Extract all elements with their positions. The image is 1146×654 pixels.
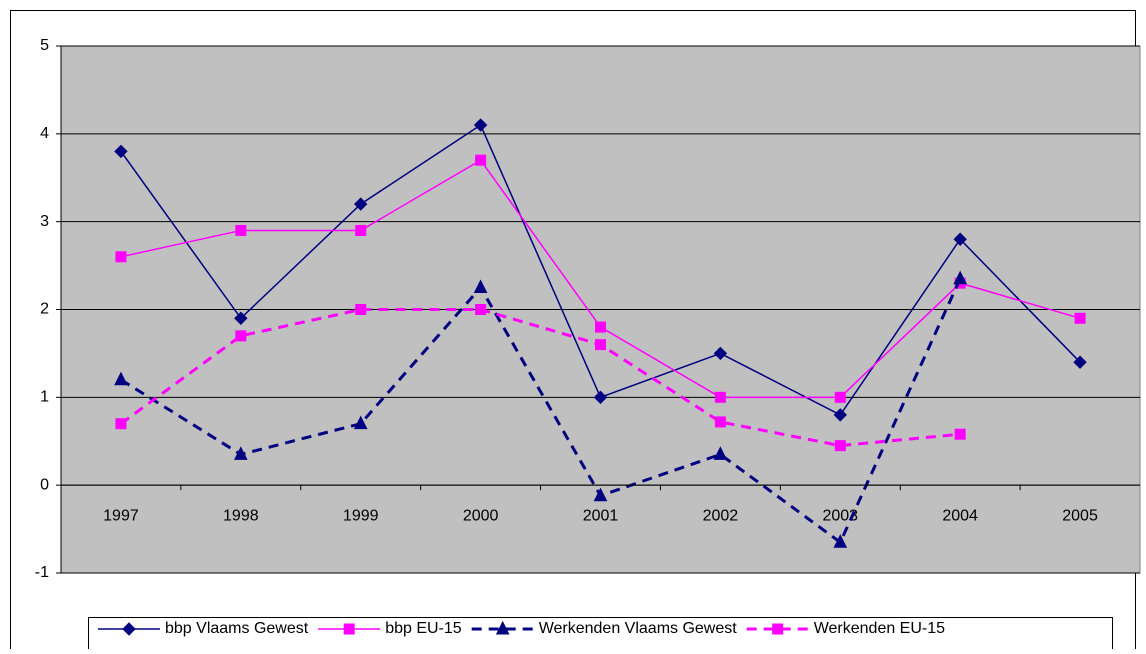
legend-marker [772,623,784,635]
x-tick-label: 2003 [822,507,858,524]
data-point [475,304,487,315]
data-point [355,224,367,236]
x-tick-label: 1997 [103,507,139,524]
data-point [475,154,487,166]
legend-label: Werkenden Vlaams Gewest [539,620,738,637]
data-point [714,416,726,428]
legend-marker [495,620,510,635]
data-point [354,197,368,211]
data-point [1073,355,1087,369]
data-point [593,487,608,502]
data-point [235,330,247,342]
data-point [595,321,606,333]
data-point [114,144,128,159]
x-tick-label: 2002 [703,507,739,524]
legend-label: Werkenden EU-15 [814,620,945,637]
data-point [593,390,608,405]
data-point [953,232,967,246]
x-tick-label: 2004 [942,507,978,524]
y-tick-label: 4 [40,125,49,142]
data-point [834,391,846,403]
data-point [834,440,846,452]
legend-marker [122,622,136,636]
data-point [234,311,248,325]
legend-label: bbp EU-15 [385,620,462,637]
x-tick-label: 2001 [583,507,619,524]
x-tick-label: 1999 [343,507,379,524]
data-point [235,224,247,236]
y-tick-label: 1 [40,389,49,406]
data-point [473,279,488,294]
data-point [954,428,966,440]
data-point [953,270,967,285]
data-point [714,391,726,403]
y-tick-label: 3 [40,213,49,230]
data-point [833,534,848,548]
series-line [120,278,962,545]
data-point [234,446,248,460]
y-tick-label: 5 [40,37,49,54]
data-point [833,408,847,422]
data-point [114,371,128,386]
data-point [353,415,368,430]
legend-box [88,617,1113,654]
x-tick-label: 2000 [463,507,499,524]
data-point [473,118,488,132]
legend-marker [343,623,355,635]
data-point [355,304,367,315]
x-tick-label: 1998 [223,507,259,524]
data-point [713,346,728,361]
data-point [595,339,606,351]
x-tick-label: 2005 [1062,507,1098,524]
legend-label: bbp Vlaams Gewest [165,620,309,637]
y-tick-label: 2 [40,301,49,318]
data-point [115,251,127,263]
data-point [115,418,127,430]
data-point [1074,312,1086,324]
y-tick-label: 0 [40,476,49,493]
y-tick-label: -1 [35,564,49,581]
data-point [713,446,728,460]
